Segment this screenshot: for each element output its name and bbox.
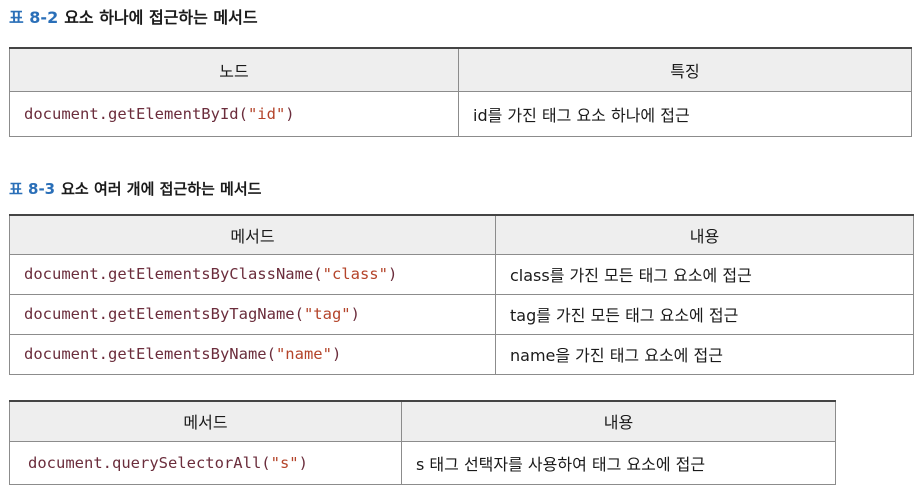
table-row: document.getElementsByClassName("class")… xyxy=(9,253,914,295)
table-caption-8-2: 표 8-2 요소 하나에 접근하는 메서드 xyxy=(9,4,258,28)
column-header-feature: 특징 xyxy=(458,47,912,92)
method-cell: document.getElementsByClassName("class") xyxy=(9,253,496,295)
table-8-2: 노드 특징 document.getElementById("id") id를 … xyxy=(9,47,912,137)
description-cell: s 태그 선택자를 사용하여 태그 요소에 접근 xyxy=(401,440,836,485)
method-cell: document.getElementsByName("name") xyxy=(9,333,496,375)
table-8-3: 메서드 내용 document.getElementsByClassName("… xyxy=(9,214,914,375)
column-header-method: 메서드 xyxy=(9,214,496,255)
table-query-selector: 메서드 내용 document.querySelectorAll("s") s … xyxy=(9,400,836,485)
table-row: document.getElementsByTagName("tag") tag… xyxy=(9,293,914,335)
table-row: document.getElementsByName("name") name을… xyxy=(9,333,914,375)
column-header-method: 메서드 xyxy=(9,400,402,442)
column-header-content: 내용 xyxy=(495,214,914,255)
method-cell: document.getElementsByTagName("tag") xyxy=(9,293,496,335)
table-row: document.getElementById("id") id를 가진 태그 … xyxy=(9,90,912,137)
table-caption-8-3: 표 8-3 요소 여러 개에 접근하는 메서드 xyxy=(9,178,261,199)
table-title: 요소 하나에 접근하는 메서드 xyxy=(64,8,258,27)
method-cell: document.getElementById("id") xyxy=(9,90,459,137)
column-header-content: 내용 xyxy=(401,400,836,442)
description-cell: tag를 가진 모든 태그 요소에 접근 xyxy=(495,293,914,335)
description-cell: class를 가진 모든 태그 요소에 접근 xyxy=(495,253,914,295)
description-cell: id를 가진 태그 요소 하나에 접근 xyxy=(458,90,912,137)
column-header-node: 노드 xyxy=(9,47,459,92)
method-cell: document.querySelectorAll("s") xyxy=(9,440,402,485)
table-header-row: 메서드 내용 xyxy=(9,400,836,442)
description-cell: name을 가진 태그 요소에 접근 xyxy=(495,333,914,375)
table-header-row: 메서드 내용 xyxy=(9,214,914,255)
table-number: 표 8-2 xyxy=(9,8,59,27)
table-number: 표 8-3 xyxy=(9,180,56,198)
table-row: document.querySelectorAll("s") s 태그 선택자를… xyxy=(9,440,836,485)
table-title: 요소 여러 개에 접근하는 메서드 xyxy=(61,180,262,198)
table-header-row: 노드 특징 xyxy=(9,47,912,92)
